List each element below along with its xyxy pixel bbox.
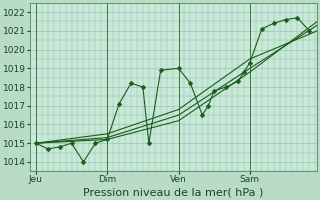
- X-axis label: Pression niveau de la mer( hPa ): Pression niveau de la mer( hPa ): [84, 187, 264, 197]
